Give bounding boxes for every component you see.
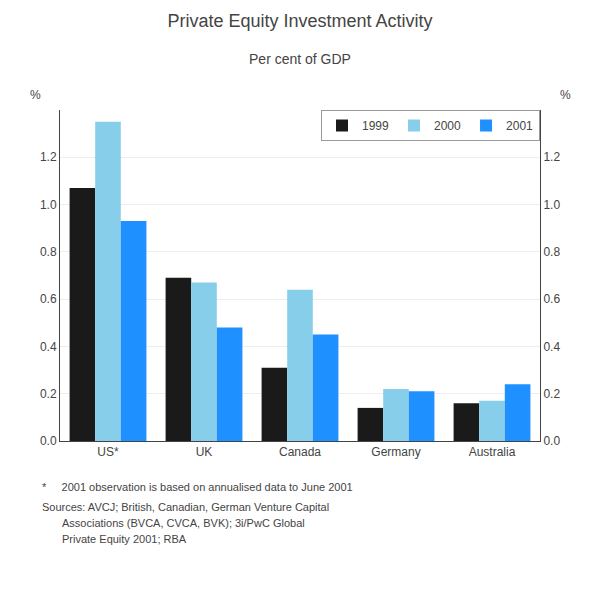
svg-text:Australia: Australia: [469, 445, 516, 459]
svg-text:UK: UK: [196, 445, 213, 459]
svg-text:Sources: AVCJ; British, Canadi: Sources: AVCJ; British, Canadian, German…: [42, 501, 329, 513]
svg-text:0.4: 0.4: [543, 340, 560, 354]
svg-text:1.0: 1.0: [543, 198, 560, 212]
svg-text:1999: 1999: [362, 119, 389, 133]
svg-text:Private Equity 2001; RBA: Private Equity 2001; RBA: [62, 533, 187, 545]
svg-text:1.0: 1.0: [40, 198, 57, 212]
svg-text:0.8: 0.8: [543, 245, 560, 259]
svg-text:* 2001 observation is base: * 2001 observation is based on annualise…: [42, 481, 353, 493]
svg-text:0.6: 0.6: [543, 292, 560, 306]
svg-text:%: %: [30, 88, 41, 102]
svg-text:%: %: [560, 88, 571, 102]
svg-text:US*: US*: [97, 445, 119, 459]
svg-text:0.6: 0.6: [40, 292, 57, 306]
svg-text:1.2: 1.2: [543, 150, 560, 164]
svg-text:Canada: Canada: [279, 445, 321, 459]
svg-text:0.0: 0.0: [543, 434, 560, 448]
svg-text:Germany: Germany: [371, 445, 420, 459]
svg-text:2000: 2000: [434, 119, 461, 133]
svg-text:0.2: 0.2: [543, 387, 560, 401]
svg-text:0.8: 0.8: [40, 245, 57, 259]
svg-text:0.0: 0.0: [40, 434, 57, 448]
svg-text:Per cent of GDP: Per cent of GDP: [249, 51, 351, 67]
svg-text:0.2: 0.2: [40, 387, 57, 401]
svg-text:Associations (BVCA, CVCA, BVK): Associations (BVCA, CVCA, BVK); 3i/PwC G…: [62, 517, 305, 529]
svg-text:0.4: 0.4: [40, 340, 57, 354]
svg-text:1.2: 1.2: [40, 150, 57, 164]
svg-text:Private Equity Investment Acti: Private Equity Investment Activity: [167, 11, 432, 31]
svg-text:2001: 2001: [506, 119, 533, 133]
